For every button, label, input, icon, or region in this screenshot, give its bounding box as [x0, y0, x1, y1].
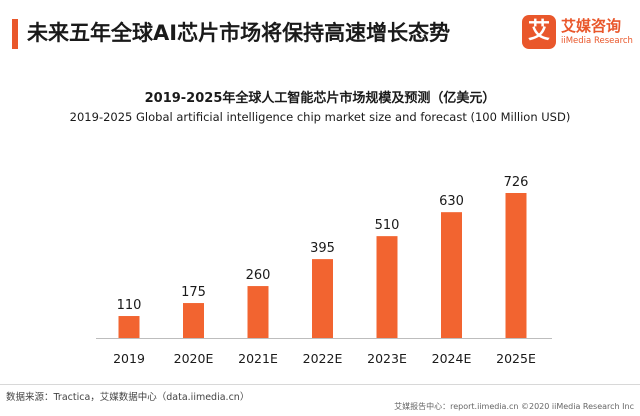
bar-2020E: [183, 303, 204, 338]
page-title: 未来五年全球AI芯片市场将保持高速增长态势: [27, 21, 451, 45]
bar-2022E: [312, 259, 333, 338]
logo-name-en: iiMedia Research: [561, 36, 633, 46]
chart-subtitle: 2019-2025 Global artificial intelligence…: [69, 110, 571, 124]
logo-mark: 艾: [522, 15, 556, 49]
value-label-2025E: 726: [504, 175, 529, 190]
footer-divider: [0, 384, 640, 385]
value-label-2020E: 175: [181, 285, 206, 300]
category-label-2022E: 2022E: [303, 351, 343, 366]
category-label-2021E: 2021E: [238, 351, 278, 366]
category-label-2024E: 2024E: [432, 351, 472, 366]
title-accent-bar: [12, 19, 18, 49]
value-label-2024E: 630: [439, 194, 464, 209]
value-label-2021E: 260: [246, 268, 271, 283]
report-credit: 艾媒报告中心：report.iimedia.cn ©2020 iiMedia R…: [394, 402, 634, 411]
bar-2019: [118, 316, 140, 338]
category-label-2025E: 2025E: [496, 351, 536, 366]
category-label-2019: 2019: [113, 351, 145, 366]
category-label-2023E: 2023E: [367, 351, 407, 366]
value-label-2023E: 510: [375, 218, 400, 233]
bar-2021E: [247, 286, 269, 338]
category-label-2020E: 2020E: [174, 351, 214, 366]
bar-2023E: [376, 236, 398, 338]
data-source: 数据来源：Tractica，艾媒数据中心（data.iimedia.cn）: [6, 392, 250, 403]
iimedia-logo: 艾 艾媒咨询 iiMedia Research: [522, 14, 634, 54]
bar-2024E: [441, 212, 462, 338]
value-label-2019: 110: [117, 298, 142, 313]
chart-title: 2019-2025年全球人工智能芯片市场规模及预测（亿美元）: [144, 91, 496, 106]
bar-2025E: [505, 193, 527, 338]
value-label-2022E: 395: [310, 241, 335, 256]
logo-name-cn: 艾媒咨询: [561, 17, 622, 35]
